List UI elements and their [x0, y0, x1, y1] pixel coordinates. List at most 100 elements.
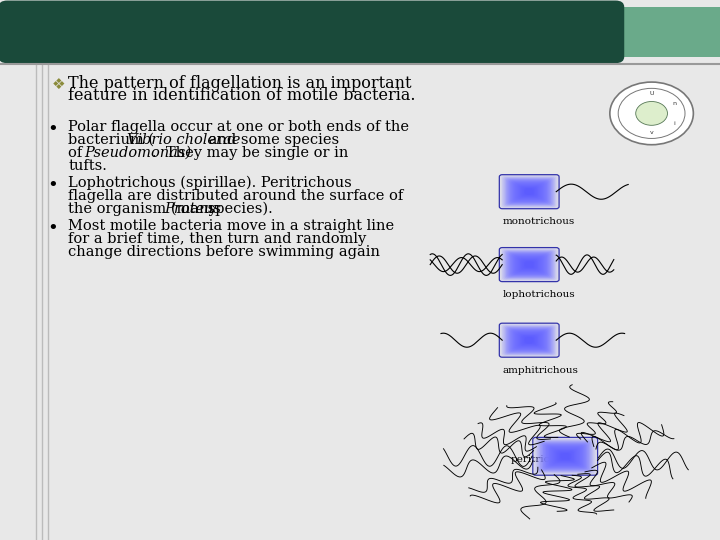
FancyBboxPatch shape: [554, 449, 577, 463]
FancyBboxPatch shape: [516, 332, 543, 348]
Text: of: of: [68, 146, 87, 160]
FancyBboxPatch shape: [558, 451, 572, 461]
Text: feature in identification of motile bacteria.: feature in identification of motile bact…: [68, 87, 416, 104]
FancyBboxPatch shape: [514, 332, 544, 349]
FancyBboxPatch shape: [523, 261, 535, 268]
FancyBboxPatch shape: [511, 181, 547, 202]
FancyBboxPatch shape: [521, 186, 537, 197]
FancyBboxPatch shape: [544, 444, 586, 469]
FancyBboxPatch shape: [518, 185, 540, 198]
FancyBboxPatch shape: [548, 446, 583, 467]
FancyBboxPatch shape: [543, 443, 588, 469]
FancyBboxPatch shape: [520, 186, 539, 198]
FancyBboxPatch shape: [537, 440, 593, 472]
Text: i: i: [673, 120, 675, 126]
Text: v: v: [649, 130, 654, 136]
FancyBboxPatch shape: [534, 438, 596, 474]
FancyBboxPatch shape: [509, 180, 549, 204]
FancyBboxPatch shape: [508, 328, 551, 353]
Text: tufts.: tufts.: [68, 159, 107, 173]
FancyBboxPatch shape: [513, 330, 546, 350]
FancyBboxPatch shape: [561, 453, 570, 460]
FancyBboxPatch shape: [502, 176, 557, 207]
FancyBboxPatch shape: [500, 324, 558, 356]
FancyBboxPatch shape: [516, 256, 543, 273]
FancyBboxPatch shape: [505, 251, 554, 279]
Text: •: •: [48, 219, 58, 237]
Text: The pattern of flagellation is an important: The pattern of flagellation is an import…: [68, 75, 412, 91]
FancyBboxPatch shape: [500, 174, 559, 208]
Text: flagella are distributed around the surface of: flagella are distributed around the surf…: [68, 189, 404, 203]
Text: species).: species).: [203, 202, 273, 217]
Text: the organism (many: the organism (many: [68, 202, 222, 217]
Circle shape: [636, 102, 667, 125]
FancyBboxPatch shape: [506, 178, 552, 205]
FancyBboxPatch shape: [500, 176, 558, 208]
FancyBboxPatch shape: [517, 184, 541, 199]
FancyBboxPatch shape: [513, 255, 546, 274]
Text: change directions before swimming again: change directions before swimming again: [68, 245, 380, 259]
Bar: [621, 7, 720, 57]
FancyBboxPatch shape: [541, 442, 589, 470]
FancyBboxPatch shape: [509, 328, 549, 352]
FancyBboxPatch shape: [539, 441, 592, 472]
Text: amphitrichous: amphitrichous: [503, 366, 578, 375]
FancyBboxPatch shape: [505, 326, 554, 354]
FancyBboxPatch shape: [533, 437, 598, 475]
FancyBboxPatch shape: [536, 439, 595, 474]
FancyBboxPatch shape: [511, 330, 547, 350]
FancyBboxPatch shape: [518, 334, 540, 347]
FancyBboxPatch shape: [546, 445, 585, 468]
Text: n: n: [672, 101, 676, 106]
FancyBboxPatch shape: [559, 453, 571, 460]
FancyBboxPatch shape: [516, 184, 543, 200]
Text: Proteus: Proteus: [164, 202, 221, 216]
FancyBboxPatch shape: [500, 248, 558, 281]
Text: .  They may be single or in: . They may be single or in: [152, 146, 348, 160]
FancyBboxPatch shape: [521, 259, 537, 269]
FancyBboxPatch shape: [513, 182, 546, 201]
FancyBboxPatch shape: [517, 257, 541, 272]
FancyBboxPatch shape: [511, 254, 547, 275]
FancyBboxPatch shape: [525, 189, 534, 194]
Text: Polar flagella occur at one or both ends of the: Polar flagella occur at one or both ends…: [68, 120, 410, 134]
FancyBboxPatch shape: [0, 1, 624, 63]
FancyBboxPatch shape: [500, 247, 559, 282]
FancyBboxPatch shape: [502, 325, 557, 356]
FancyBboxPatch shape: [500, 323, 559, 357]
Text: lophotrichous: lophotrichous: [503, 291, 575, 299]
FancyBboxPatch shape: [509, 253, 549, 276]
FancyBboxPatch shape: [555, 450, 575, 463]
Text: peritrichous: peritrichous: [510, 455, 575, 463]
Text: •: •: [48, 120, 58, 138]
FancyBboxPatch shape: [503, 326, 555, 355]
Text: and some species: and some species: [204, 133, 340, 147]
Circle shape: [610, 82, 693, 145]
Text: Most motile bacteria move in a straight line: Most motile bacteria move in a straight …: [68, 219, 395, 233]
FancyBboxPatch shape: [540, 442, 590, 471]
FancyBboxPatch shape: [508, 179, 551, 204]
FancyBboxPatch shape: [518, 258, 540, 271]
Text: Lophotrichous (spirillae). Peritrichous: Lophotrichous (spirillae). Peritrichous: [68, 176, 352, 191]
FancyBboxPatch shape: [551, 448, 580, 465]
FancyBboxPatch shape: [505, 178, 554, 206]
FancyBboxPatch shape: [523, 188, 535, 195]
FancyBboxPatch shape: [549, 447, 581, 466]
FancyBboxPatch shape: [508, 252, 551, 277]
FancyBboxPatch shape: [503, 250, 555, 279]
Text: Vibrio cholerae: Vibrio cholerae: [127, 133, 240, 147]
FancyBboxPatch shape: [520, 259, 539, 271]
FancyBboxPatch shape: [552, 448, 578, 464]
FancyBboxPatch shape: [522, 260, 536, 269]
FancyBboxPatch shape: [510, 329, 549, 352]
FancyBboxPatch shape: [517, 333, 541, 348]
FancyBboxPatch shape: [520, 334, 539, 346]
FancyBboxPatch shape: [525, 338, 534, 343]
FancyBboxPatch shape: [510, 180, 549, 202]
Text: •: •: [48, 176, 58, 194]
Text: for a brief time, then turn and randomly: for a brief time, then turn and randomly: [68, 232, 366, 246]
FancyBboxPatch shape: [503, 177, 555, 206]
FancyBboxPatch shape: [506, 251, 552, 278]
Text: monotrichous: monotrichous: [503, 217, 575, 226]
FancyBboxPatch shape: [522, 187, 536, 196]
